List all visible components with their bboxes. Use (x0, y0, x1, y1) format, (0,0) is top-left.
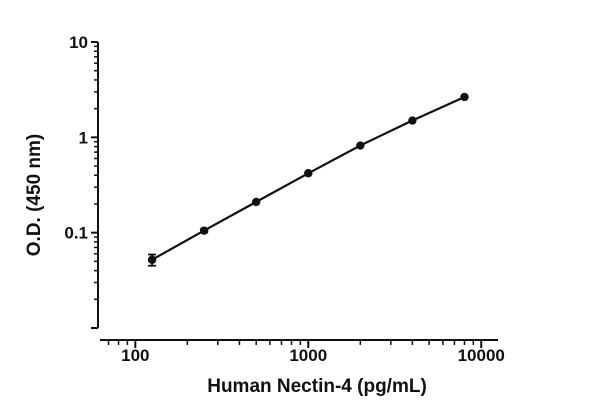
data-series (147, 92, 469, 267)
axes (97, 42, 498, 341)
y-axis-title: O.D. (450 nm) (24, 134, 45, 256)
series-line (151, 95, 465, 261)
y-tick-label: 1 (79, 128, 88, 147)
y-axis-ticks: 0.1 1 10 (64, 33, 98, 329)
data-point (304, 169, 313, 178)
data-point (460, 92, 469, 102)
x-tick-label: 1000 (289, 346, 327, 365)
x-axis-ticks: 100 1000 10000 (107, 340, 505, 365)
data-point (408, 116, 417, 125)
data-point (199, 226, 209, 235)
data-point (252, 197, 261, 207)
x-axis-title: Human Nectin-4 (pg/mL) (207, 376, 427, 397)
data-point (147, 255, 157, 264)
x-tick-label: 10000 (458, 346, 505, 365)
x-tick-label: 100 (121, 346, 149, 365)
y-tick-label: 0.1 (64, 224, 88, 243)
data-point (356, 141, 365, 150)
y-tick-label: 10 (69, 33, 88, 52)
